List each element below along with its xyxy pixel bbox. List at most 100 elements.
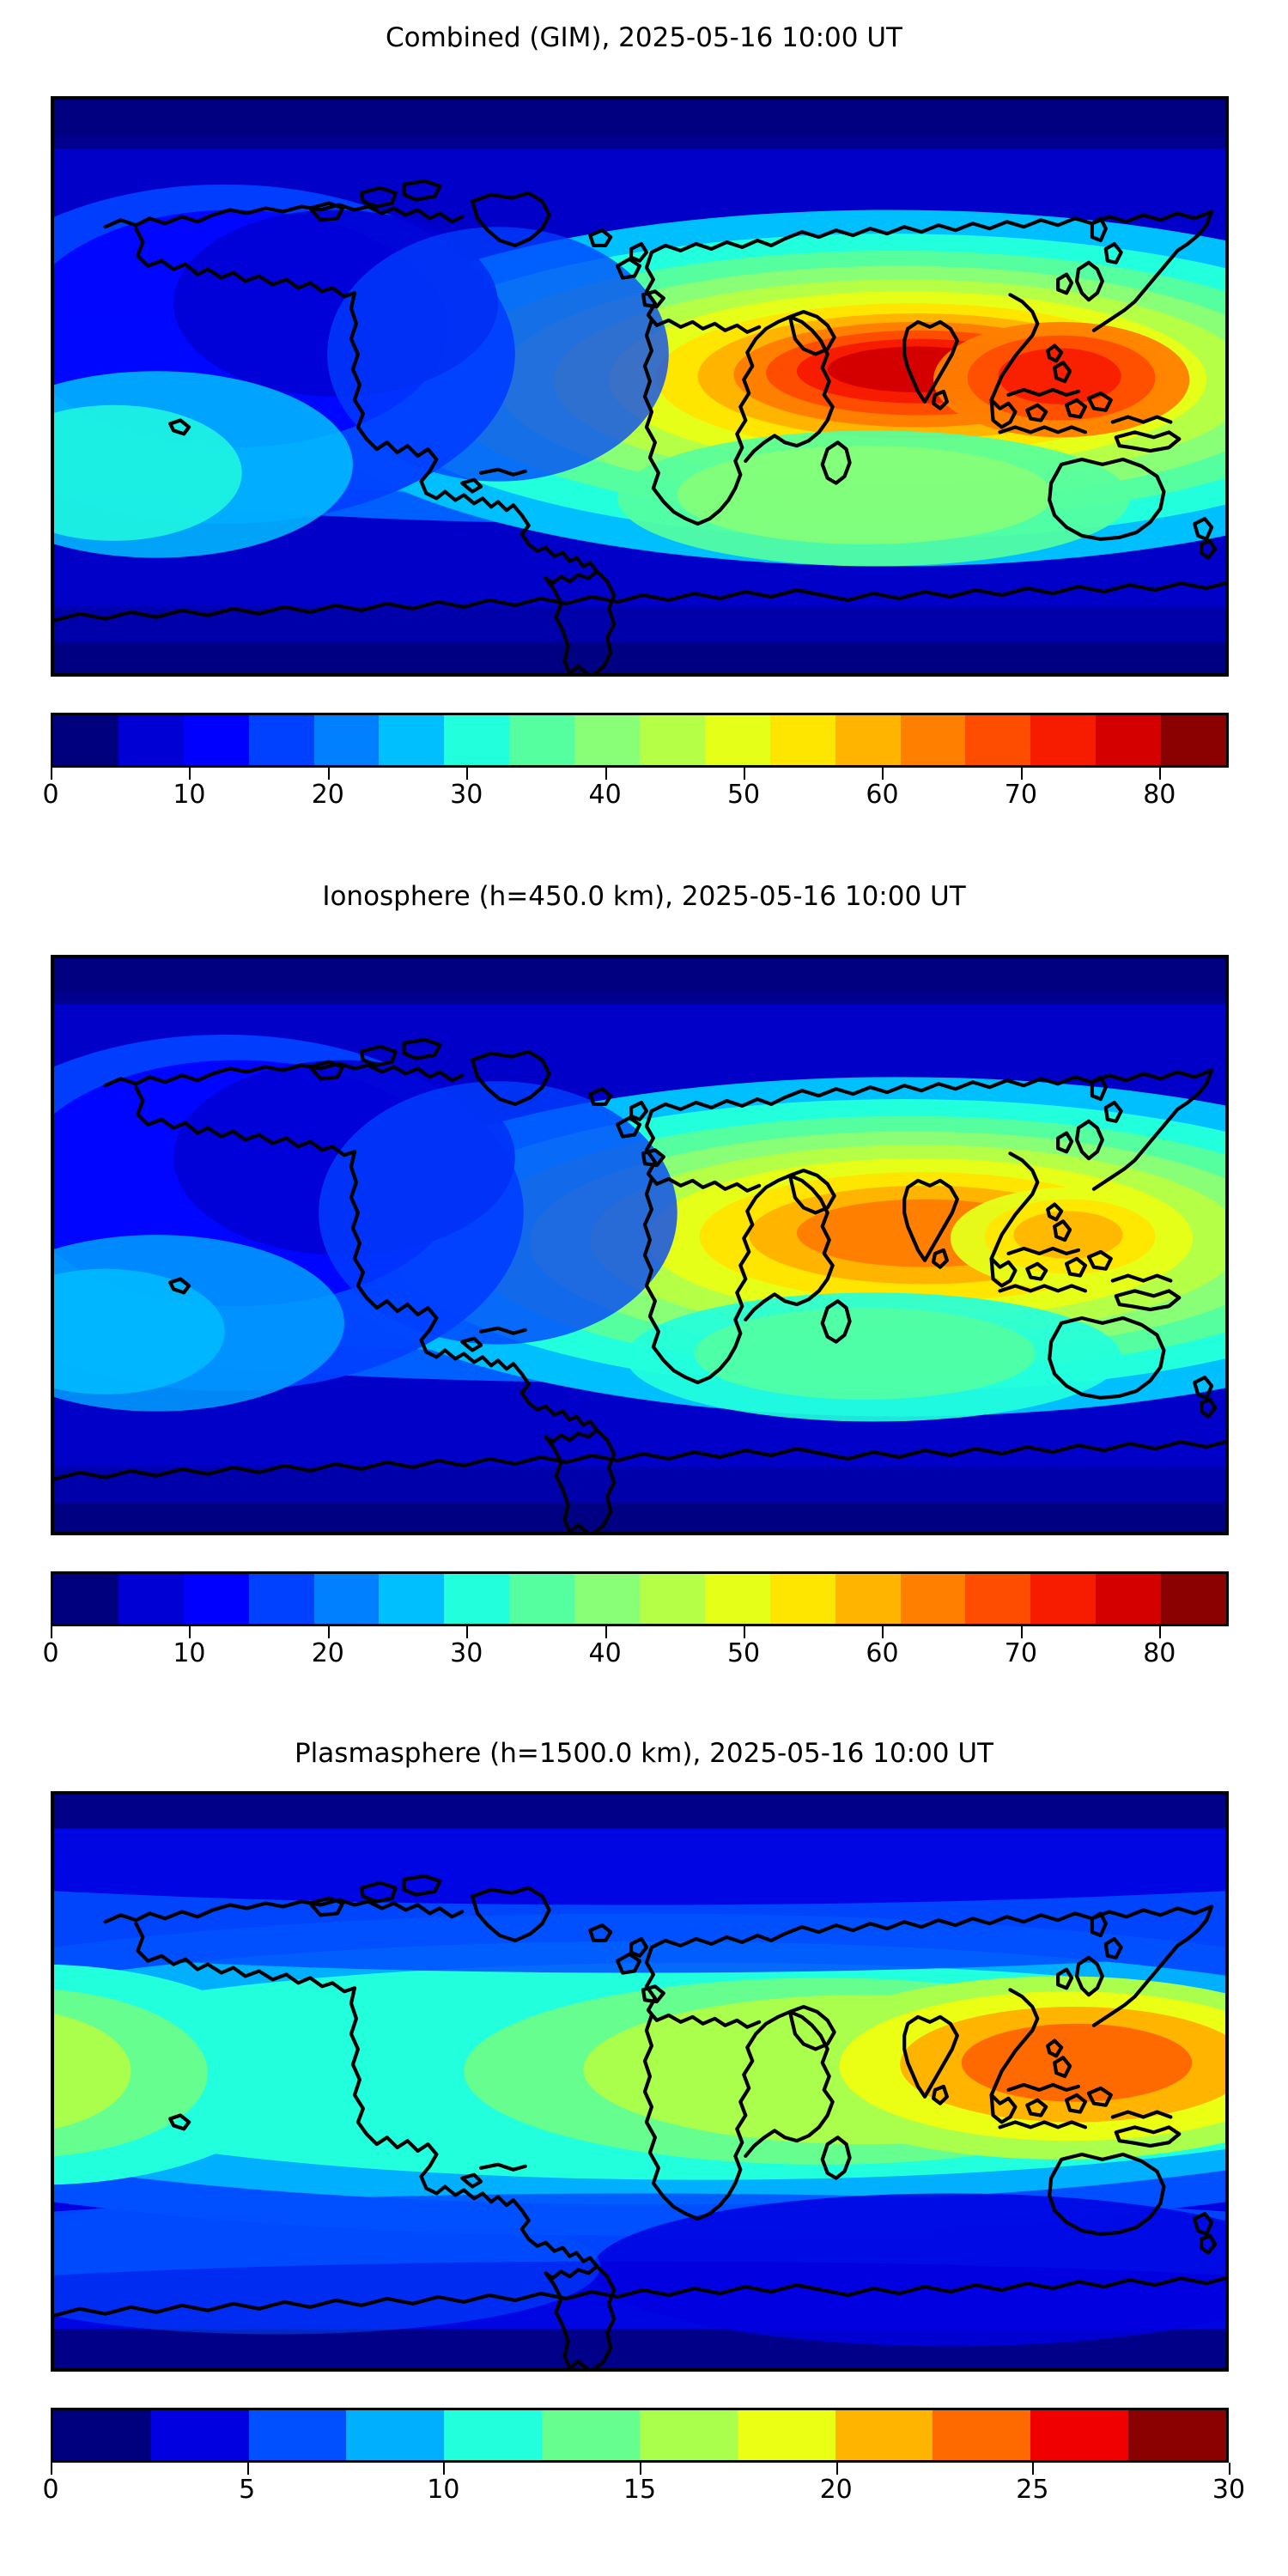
colorbar-tick [1020,768,1023,780]
colorbar-segment [150,2410,249,2460]
colorbar-tick-label: 5 [239,2475,256,2505]
colorbar-plasmasphere [51,2408,1229,2463]
colorbar-segment [1161,715,1227,765]
colorbar-tick-label: 50 [726,780,761,810]
colorbar-tick [443,2463,446,2475]
colorbar-tick-label: 70 [1004,780,1037,810]
colorbar-segment [1030,2410,1129,2460]
colorbar-segment [704,715,770,765]
colorbar-tick-label: 15 [623,2475,657,2505]
colorbar-tick-label: 0 [42,2475,59,2505]
colorbar-tick-label: 10 [173,1638,206,1668]
colorbar-tick [51,768,52,780]
colorbar-segment [965,1574,1031,1624]
colorbar-segment [704,1574,770,1624]
colorbar-segment [965,715,1031,765]
colorbar-segment [1030,715,1097,765]
colorbar-segment [444,715,510,765]
colorbar-tick-label: 40 [588,780,622,810]
colorbar-segment [900,715,966,765]
colorbar-segment [313,715,380,765]
colorbar-segment [835,715,901,765]
colorbar-tick [51,1626,52,1638]
map-svg-combined-gim [54,100,1225,673]
colorbar-tick-label: 70 [1004,1638,1037,1668]
colorbar-segment [313,1574,380,1624]
colorbar-tick [466,768,469,780]
colorbar-tick [189,1626,191,1638]
colorbar-tick-label: 60 [866,780,899,810]
colorbar-tick [835,2463,838,2475]
colorbar-tick [246,2463,249,2475]
colorbar-tick [605,768,607,780]
colorbar-ticks-ionosphere [51,1626,1229,1638]
colorbar-tick-label: 30 [450,780,483,810]
colorbar-tick [882,768,884,780]
map-svg-ionosphere [54,958,1225,1532]
colorbar-segment [444,2410,543,2460]
colorbar-segment [379,715,445,765]
colorbar-segment [1096,1574,1162,1624]
colorbar-segment [574,1574,641,1624]
colorbar-tick [640,2463,641,2475]
colorbar-segment [1161,1574,1227,1624]
colorbar-tick [882,1626,884,1638]
colorbar-tick [1020,1626,1023,1638]
colorbar-tick [51,2463,52,2475]
colorbar-tick [1159,768,1162,780]
colorbar-wrap-ionosphere: 0 10 20 30 40 50 60 70 80 [42,1571,1229,1674]
colorbar-segment [346,2410,445,2460]
colorbar-tick-label: 20 [819,2475,853,2505]
colorbar-segment [1030,1574,1097,1624]
colorbar-tick-label: 80 [1143,1638,1176,1668]
colorbar-tick-label: 0 [42,780,59,810]
colorbar-segment [248,715,314,765]
map-plasmasphere [51,1791,1229,2372]
colorbar-tick-label: 10 [173,780,206,810]
colorbar-segment [639,2410,738,2460]
colorbar-segment [248,1574,314,1624]
colorbar-segment [933,2410,1031,2460]
colorbar-ticks-plasmasphere [51,2463,1230,2475]
colorbar-tick [189,768,191,780]
colorbar-segment [835,2410,933,2460]
colorbar-segment [769,715,835,765]
colorbar-wrap-plasmasphere: 0 5 10 15 20 25 30 [42,2408,1245,2511]
colorbar-segment [769,1574,835,1624]
colorbar-tick [1159,1626,1162,1638]
colorbar-labels-ionosphere: 0 10 20 30 40 50 60 70 80 [42,1638,1229,1674]
colorbar-tick-label: 50 [726,1638,761,1668]
colorbar-segment [379,1574,445,1624]
colorbar-segment [53,2410,151,2460]
colorbar-tick-label: 60 [866,1638,899,1668]
colorbar-combined [51,713,1229,768]
colorbar-tick-label: 20 [311,780,344,810]
colorbar-segment [737,2410,835,2460]
map-combined-gim [51,96,1229,677]
colorbar-segment [640,1574,705,1624]
panel-title-plasmasphere: Plasmasphere (h=1500.0 km), 2025-05-16 1… [294,1738,993,1769]
colorbar-tick [327,768,330,780]
colorbar-tick [1229,2463,1230,2475]
colorbar-tick [1032,2463,1035,2475]
colorbar-segment [118,1574,184,1624]
colorbar-tick-label: 40 [588,1638,622,1668]
colorbar-segment [835,1574,901,1624]
panel-title-combined-gim: Combined (GIM), 2025-05-16 10:00 UT [386,22,902,53]
colorbar-segment [118,715,184,765]
colorbar-ionosphere [51,1571,1229,1626]
colorbar-tick-label: 0 [42,1638,59,1668]
colorbar-tick [744,1626,746,1638]
colorbar-tick-label: 80 [1143,780,1176,810]
colorbar-segment [53,715,118,765]
colorbar-tick-label: 25 [1016,2475,1049,2505]
colorbar-tick-label: 30 [1212,2475,1246,2505]
colorbar-tick-label: 20 [311,1638,344,1668]
map-ionosphere [51,955,1229,1535]
panel-title-ionosphere: Ionosphere (h=450.0 km), 2025-05-16 10:0… [322,881,966,912]
colorbar-segment [574,715,641,765]
colorbar-segment [1096,715,1162,765]
colorbar-segment [509,1574,575,1624]
colorbar-tick-label: 30 [450,1638,483,1668]
